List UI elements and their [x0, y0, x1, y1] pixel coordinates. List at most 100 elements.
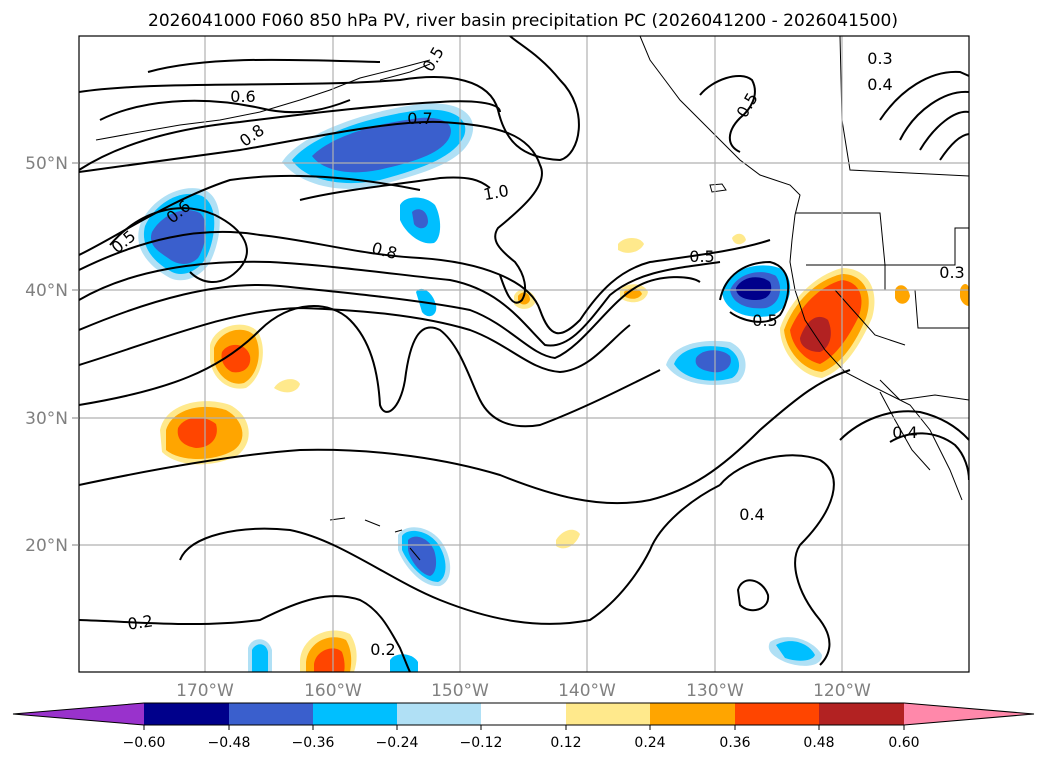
- pv-contour: [839, 410, 969, 441]
- lon-tick-label: 150°W: [431, 681, 489, 701]
- map-frame: [78, 35, 970, 673]
- pv-contour: [299, 176, 491, 201]
- colorbar-segment: [229, 703, 313, 725]
- contour-label: 0.3: [939, 263, 964, 282]
- map-area: 0.6 0.7 0.8 0.6 0.5 1.0 0.8 0.5 0.5 0.3 …: [78, 35, 970, 673]
- colorbar-segment: [481, 703, 566, 725]
- pv-contours: [79, 36, 969, 672]
- north-america-coast: [639, 36, 963, 501]
- lat-tick-label: 20°N: [25, 536, 68, 556]
- island: [709, 183, 727, 193]
- pv-contour: [99, 99, 351, 121]
- contour-label: 0.4: [867, 75, 892, 94]
- precip-blob: [312, 117, 451, 173]
- colorbar-label: −0.24: [376, 735, 419, 751]
- pv-contour: [736, 579, 770, 612]
- pv-contour: [79, 369, 851, 505]
- colorbar-segment: [735, 703, 819, 725]
- pv-contour: [79, 174, 421, 256]
- lon-tick-labels: 170°W 160°W 150°W 140°W 130°W 120°W: [176, 681, 871, 701]
- state-border: [834, 289, 906, 346]
- colorbar-label: −0.36: [292, 735, 335, 751]
- pv-contour: [919, 110, 969, 151]
- colorbar-segment: [144, 703, 229, 725]
- pv-contour: [79, 36, 580, 162]
- pv-contour: [79, 100, 501, 171]
- lat-tick-label: 40°N: [25, 281, 68, 301]
- precip-blob: [314, 648, 345, 672]
- pv-contour: [79, 595, 411, 672]
- lat-tick-label: 30°N: [25, 409, 68, 429]
- contour-label: 0.2: [370, 640, 395, 659]
- contour-label: 0.4: [739, 505, 764, 524]
- precip-shading: [138, 103, 969, 672]
- colorbar-label: 0.60: [888, 735, 919, 751]
- precip-blob: [736, 277, 772, 300]
- pv-contour: [179, 484, 721, 625]
- colorbar-label: −0.12: [460, 735, 503, 751]
- figure-title: 2026041000 F060 850 hPa PV, river basin …: [148, 11, 898, 31]
- precip-blob: [177, 417, 217, 448]
- contour-label: 0.2: [126, 611, 154, 633]
- colorbar-segment: [566, 703, 650, 725]
- precip-blob: [624, 288, 642, 299]
- precip-blob: [556, 529, 580, 549]
- contour-label: 0.6: [230, 87, 255, 106]
- lat-tick-labels: 50°N 40°N 30°N 20°N: [25, 154, 79, 556]
- lat-tick-label: 50°N: [25, 154, 68, 174]
- lon-tick-label: 120°W: [813, 681, 871, 701]
- pv-contour: [79, 120, 543, 304]
- lon-tick-label: 140°W: [558, 681, 616, 701]
- precip-blob: [412, 209, 428, 229]
- precip-blob: [221, 344, 251, 373]
- precip-blob: [274, 379, 300, 393]
- pv-contour: [147, 58, 381, 73]
- colorbar-segment: [397, 703, 481, 725]
- pv-contour: [889, 432, 969, 481]
- precip-blob: [776, 641, 815, 661]
- pv-contour: [79, 276, 701, 360]
- contour-label: 0.5: [752, 311, 777, 330]
- hawaii-islands: [329, 517, 421, 561]
- precip-blob: [408, 536, 437, 576]
- canada-border: [839, 36, 969, 177]
- colorbar-label: −0.48: [208, 735, 251, 751]
- pv-contour: [79, 305, 661, 428]
- pv-contour: [79, 230, 771, 335]
- precip-blob: [252, 644, 268, 672]
- colorbar-segment: [819, 703, 904, 725]
- contour-label: 1.0: [482, 181, 510, 204]
- lon-tick-label: 130°W: [686, 681, 744, 701]
- mexico-border: [879, 379, 969, 401]
- lon-tick-label: 160°W: [304, 681, 362, 701]
- colorbar-label: 0.12: [550, 735, 581, 751]
- pv-contour: [939, 133, 969, 161]
- precip-blob: [695, 350, 731, 373]
- contour-label: 0.4: [892, 423, 917, 442]
- colorbar-segment: [313, 703, 397, 725]
- contour-label: 0.5: [689, 247, 714, 266]
- coastlines: [95, 36, 969, 561]
- gridlines: [79, 36, 969, 672]
- colorbar-extend-right: [904, 703, 1034, 725]
- pv-contour: [699, 75, 756, 153]
- state-border: [795, 212, 969, 266]
- colorbar-segment: [650, 703, 735, 725]
- pv-contour: [79, 260, 721, 347]
- precip-blob: [618, 238, 644, 253]
- pv-contour: [719, 260, 790, 323]
- pv-contour: [879, 70, 969, 121]
- precip-blob: [732, 233, 746, 245]
- colorbar: −0.60 −0.48 −0.36 −0.24 −0.12 0.12 0.24 …: [12, 702, 1035, 751]
- precip-blob: [800, 316, 831, 352]
- pv-contour: [899, 90, 969, 141]
- contour-label: 0.3: [867, 49, 892, 68]
- colorbar-label: 0.48: [803, 735, 834, 751]
- colorbar-label: −0.60: [123, 735, 166, 751]
- colorbar-label: 0.24: [634, 735, 665, 751]
- colorbar-extend-left: [13, 703, 144, 725]
- lon-tick-label: 170°W: [176, 681, 234, 701]
- alaska-peninsula: [379, 63, 431, 81]
- contour-label: 0.7: [407, 109, 432, 128]
